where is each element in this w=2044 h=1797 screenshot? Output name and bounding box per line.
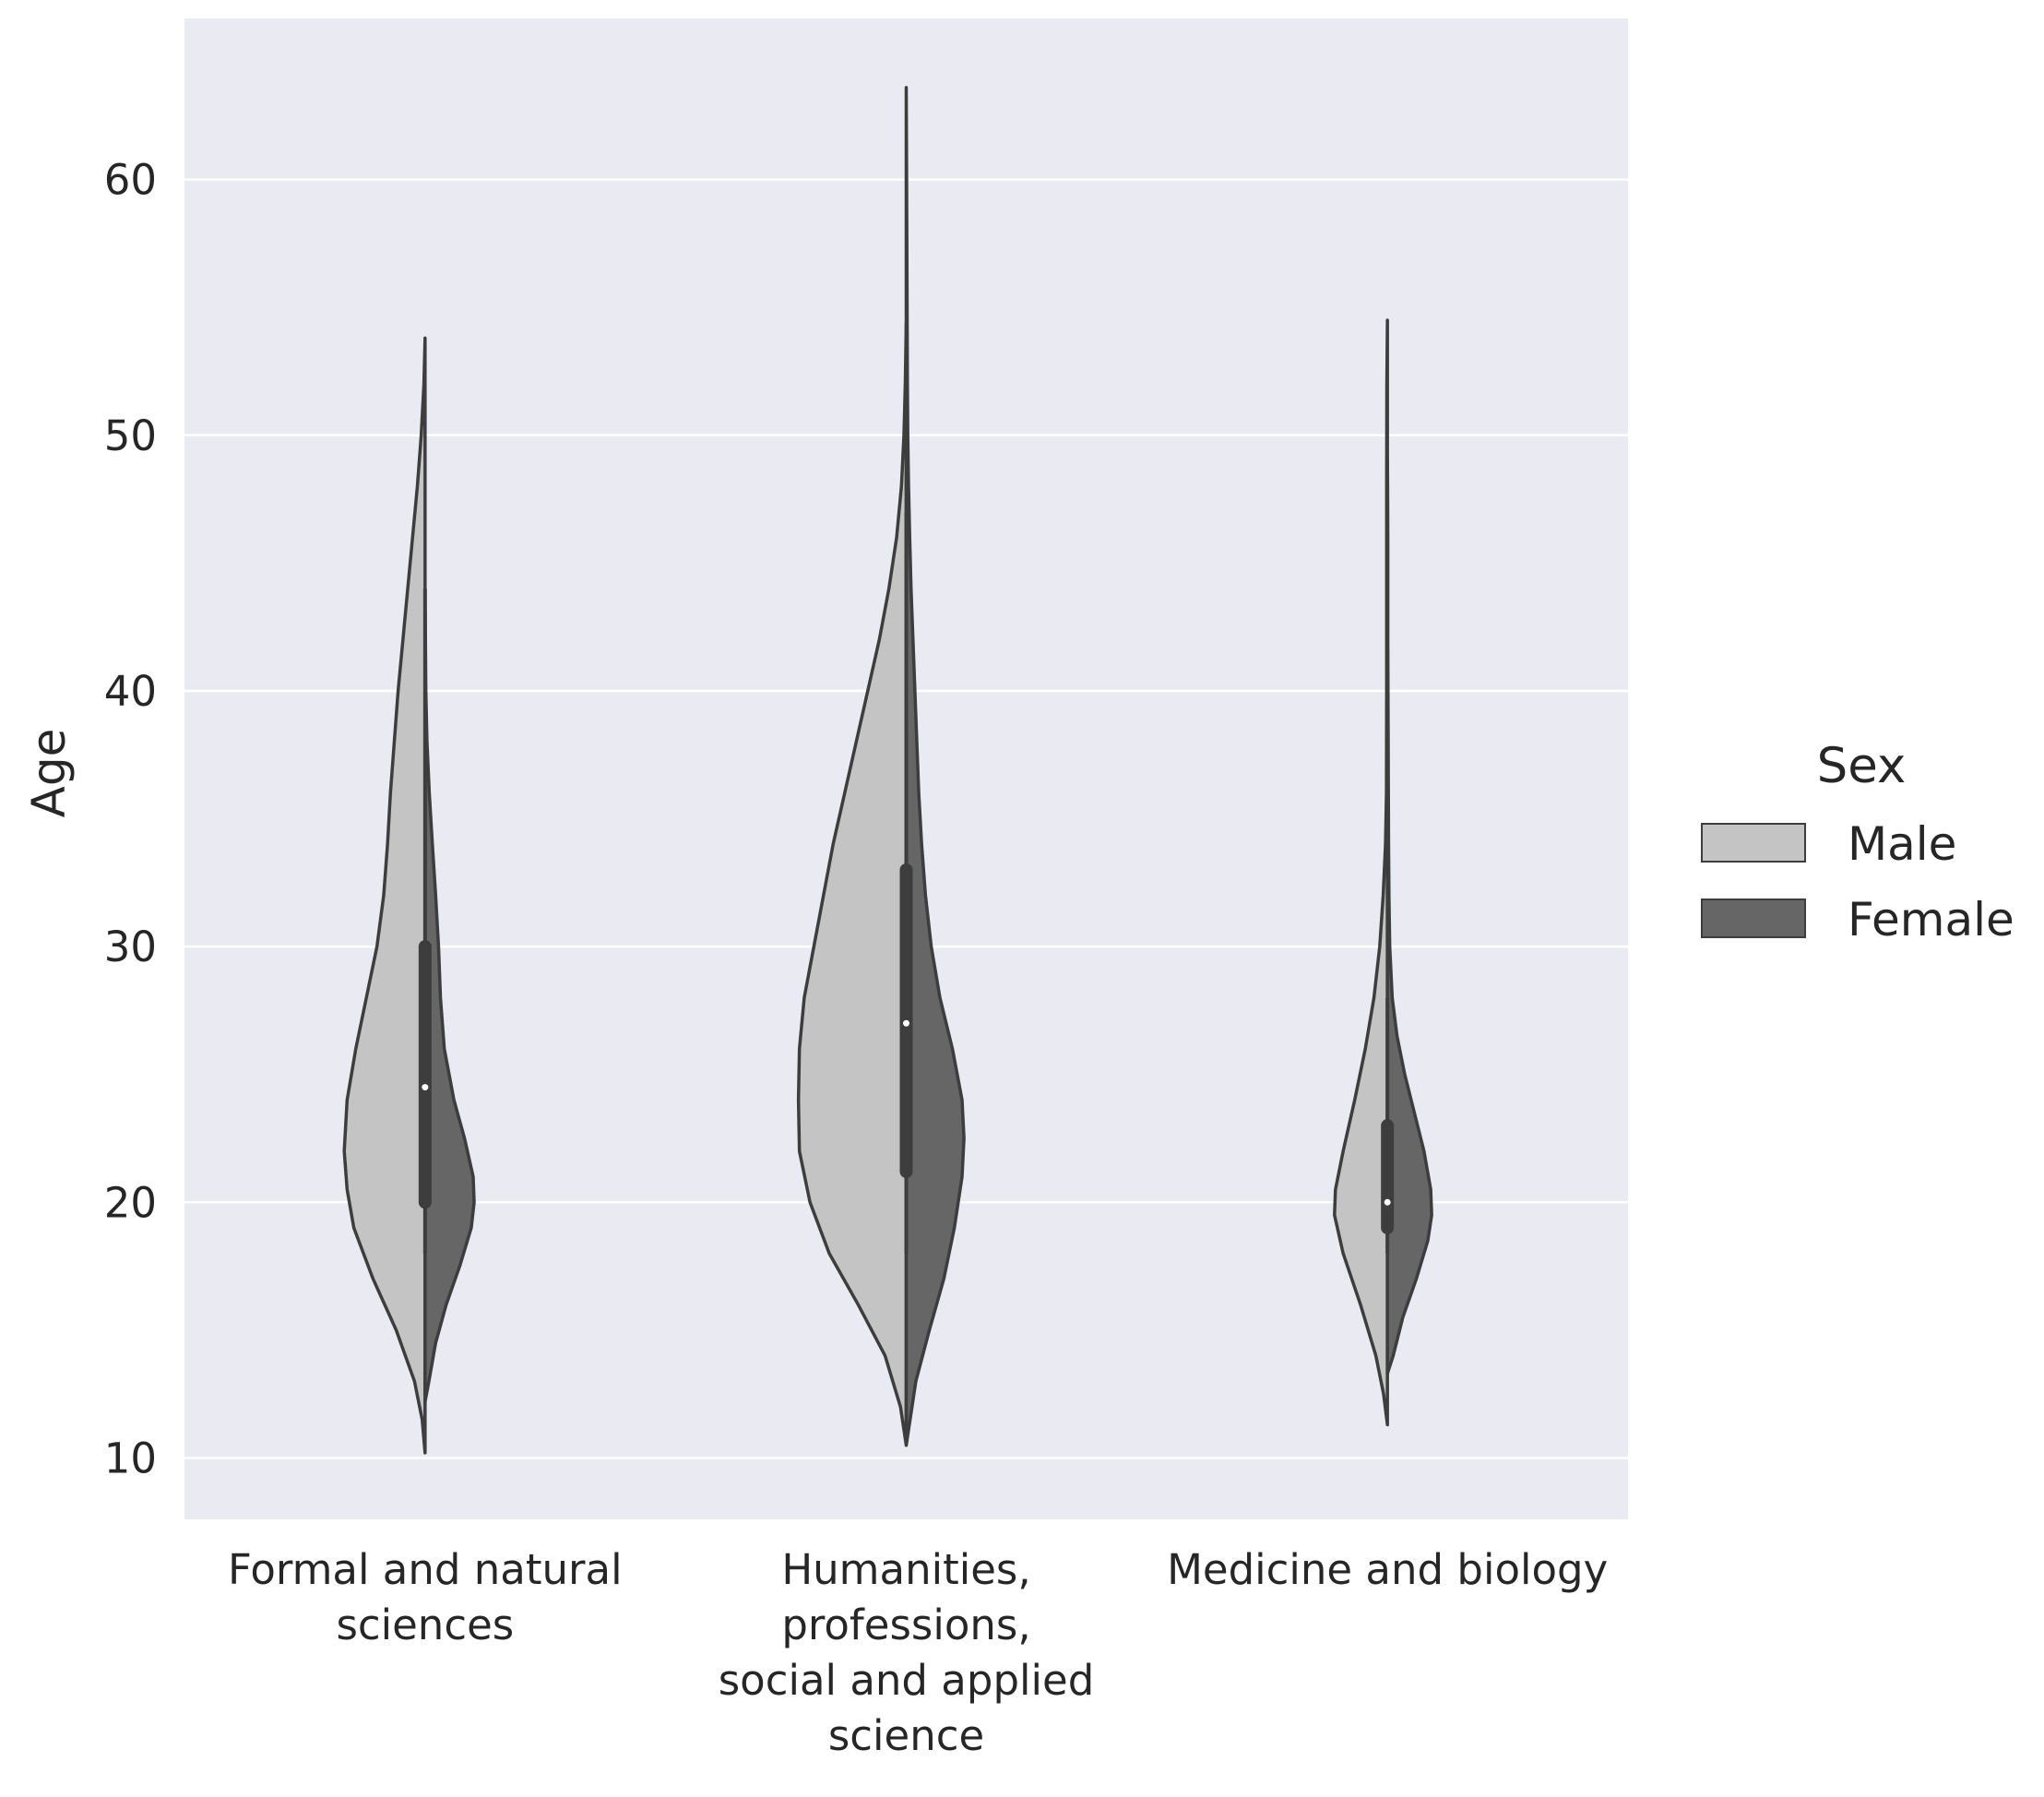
x-tick-label-line: Formal and natural bbox=[228, 1545, 623, 1594]
legend: Sex Male Female bbox=[1701, 738, 2014, 946]
legend-title: Sex bbox=[1817, 738, 1907, 794]
box-median bbox=[422, 1084, 429, 1091]
violin-female-2 bbox=[1385, 458, 1433, 1375]
x-tick-label-line: social and applied bbox=[719, 1656, 1095, 1705]
legend-label-female: Female bbox=[1848, 893, 2014, 946]
y-tick-label: 30 bbox=[104, 922, 157, 971]
violin-male-0 bbox=[342, 336, 427, 1455]
box-median bbox=[1384, 1198, 1391, 1206]
x-tick-label-line: sciences bbox=[336, 1601, 514, 1649]
x-tick-label: Formal and natural sciences bbox=[228, 1545, 623, 1649]
legend-swatch-male bbox=[1701, 823, 1806, 863]
y-axis-label: Age bbox=[22, 729, 76, 818]
violins bbox=[342, 86, 1433, 1455]
x-tick-label: Humanities, professions, social and applie… bbox=[719, 1545, 1095, 1760]
x-tick-label-line: Humanities, bbox=[781, 1545, 1030, 1594]
y-tick-label: 10 bbox=[104, 1434, 157, 1482]
y-tick-labels: 10 20 30 40 50 60 bbox=[104, 156, 157, 1483]
legend-label-male: Male bbox=[1848, 817, 1956, 871]
x-tick-label-line: professions, bbox=[781, 1601, 1030, 1649]
x-tick-labels: Formal and natural sciences Humanities, pro… bbox=[228, 1545, 1608, 1760]
violin-female-1 bbox=[904, 86, 966, 1447]
box-plots bbox=[418, 511, 1395, 1254]
violin-male-1 bbox=[796, 321, 909, 1447]
x-tick-label-line: Medicine and biology bbox=[1167, 1545, 1608, 1594]
box-median bbox=[903, 1019, 909, 1027]
x-tick-label: Medicine and biology bbox=[1167, 1545, 1608, 1594]
x-tick-label-line: science bbox=[828, 1711, 984, 1760]
legend-swatch-female bbox=[1701, 898, 1806, 938]
y-tick-label: 50 bbox=[104, 411, 157, 460]
y-tick-label: 40 bbox=[104, 667, 157, 716]
y-tick-label: 20 bbox=[104, 1178, 157, 1227]
y-tick-label: 60 bbox=[104, 156, 157, 205]
